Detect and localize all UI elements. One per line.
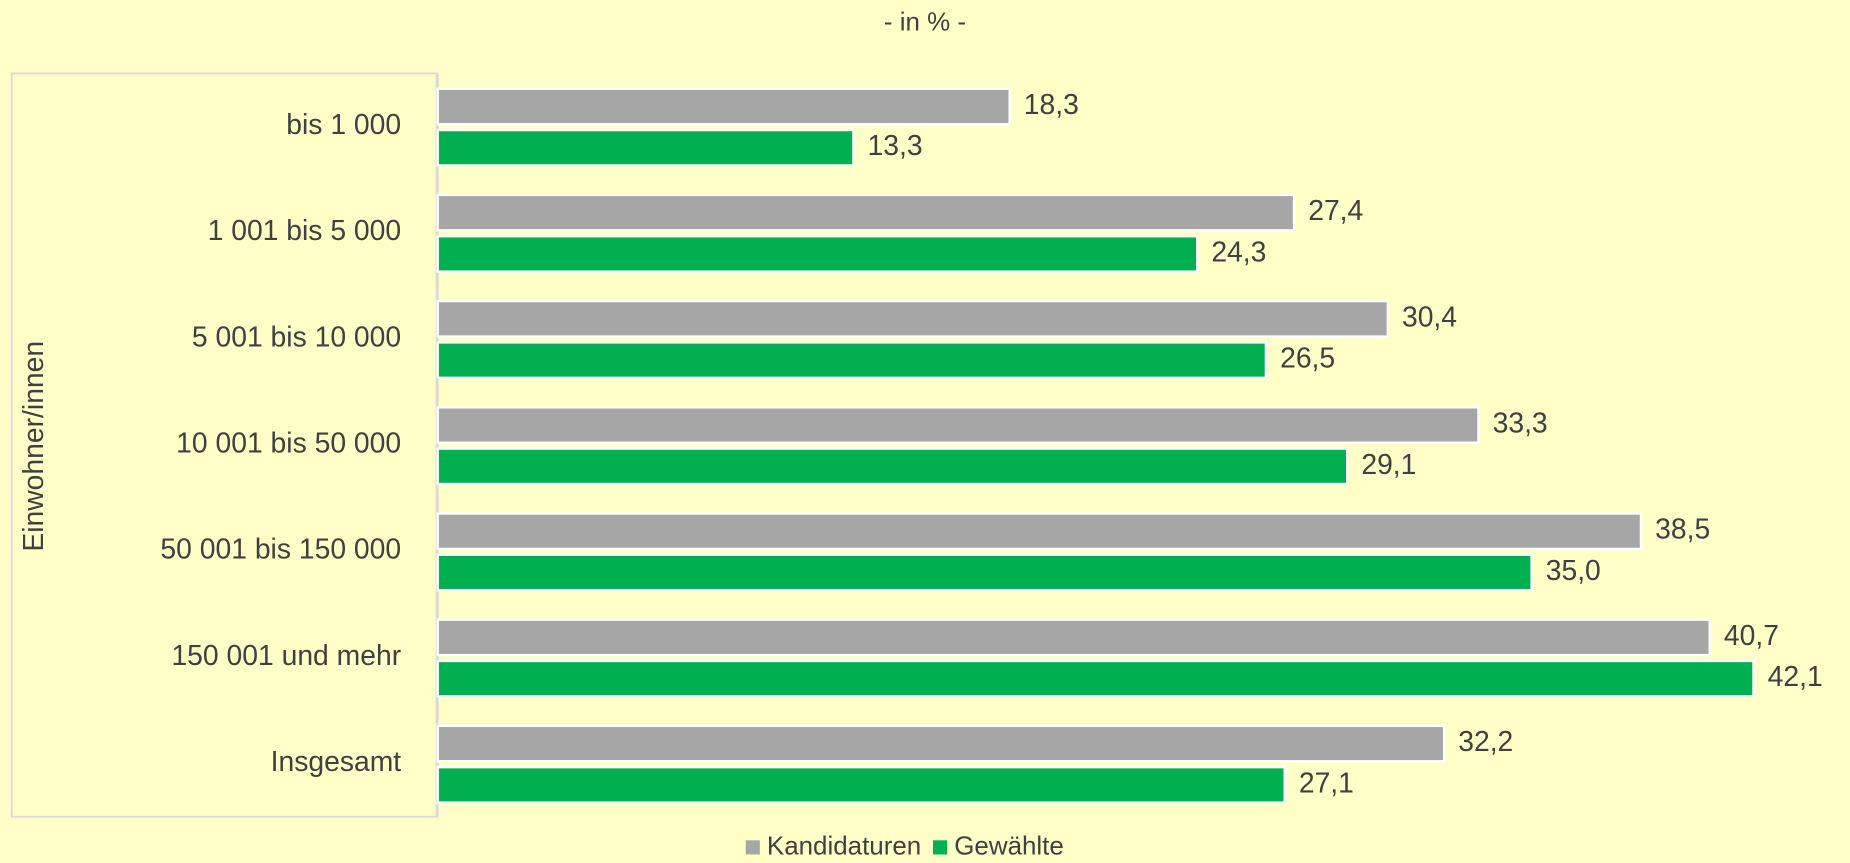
legend-label: Kandidaturen (767, 832, 921, 860)
value-label: 13,3 (868, 129, 923, 161)
bar (436, 235, 1199, 273)
value-label: 26,5 (1280, 342, 1335, 374)
value-label: 24,3 (1211, 235, 1266, 267)
category-label: 1 001 bis 5 000 (208, 214, 402, 246)
bar (436, 128, 855, 167)
value-label: 40,7 (1724, 619, 1779, 651)
bar (436, 618, 1711, 657)
bar (436, 765, 1286, 804)
value-label: 27,1 (1299, 766, 1354, 798)
bar (436, 553, 1533, 592)
value-label: 29,1 (1361, 448, 1416, 480)
legend-label: Gewählte (954, 832, 1064, 860)
value-label: 18,3 (1024, 88, 1079, 120)
bar (436, 724, 1446, 763)
category-label: 10 001 bis 50 000 (176, 427, 401, 459)
y-axis-label: Einwohner/innen (17, 341, 49, 552)
legend-swatch (933, 840, 948, 855)
value-label: 33,3 (1493, 406, 1548, 438)
bar (436, 659, 1755, 698)
value-label: 35,0 (1546, 554, 1601, 586)
bar (436, 447, 1349, 486)
value-label: 42,1 (1768, 660, 1823, 692)
legend-swatch (745, 840, 760, 855)
value-label: 38,5 (1655, 513, 1710, 545)
value-label: 27,4 (1308, 194, 1363, 226)
bar (436, 341, 1268, 379)
category-label: 150 001 und mehr (171, 639, 401, 671)
category-label: 5 001 bis 10 000 (192, 320, 401, 352)
chart-subtitle: - in % - (884, 9, 966, 37)
category-label: Insgesamt (271, 745, 402, 777)
bar (436, 87, 1011, 126)
bar (436, 299, 1389, 338)
value-label: 32,2 (1458, 725, 1513, 757)
value-label: 30,4 (1402, 300, 1457, 332)
bar (436, 406, 1480, 444)
bar (436, 512, 1643, 551)
bar (436, 193, 1296, 232)
category-label: bis 1 000 (286, 108, 401, 140)
category-label: 50 001 bis 150 000 (160, 533, 401, 565)
category-panel (10, 72, 438, 818)
